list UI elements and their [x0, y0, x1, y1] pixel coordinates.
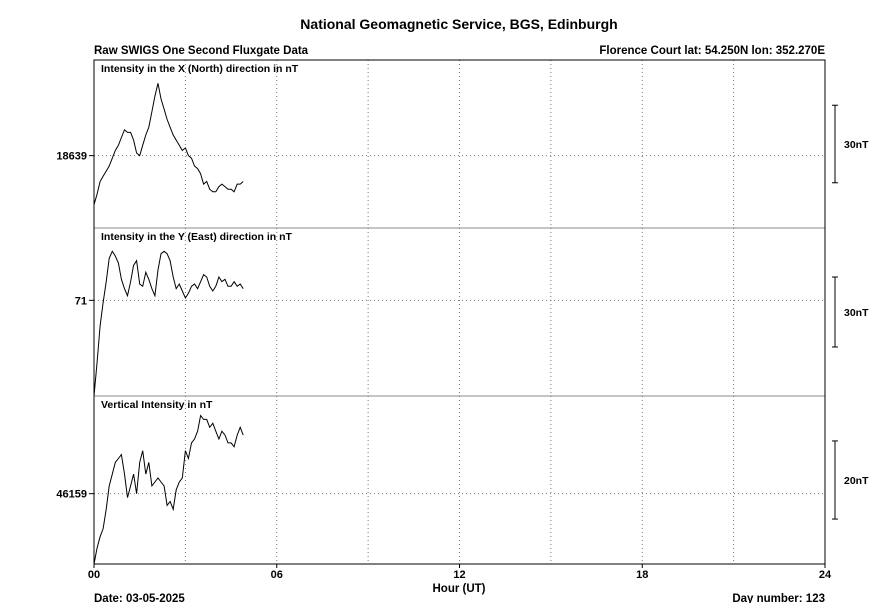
y-tick-label: 18639	[56, 151, 87, 163]
scale-bar-label: 20nT	[844, 475, 869, 487]
x-tick-label: 12	[453, 569, 465, 581]
scale-bar: 20nT	[832, 440, 869, 520]
data-source-label: Raw SWIGS One Second Fluxgate Data	[94, 45, 309, 57]
scale-bar-label: 30nT	[844, 307, 869, 319]
x-axis-label: Hour (UT)	[432, 583, 485, 595]
series-line	[93, 83, 244, 205]
chart-title: National Geomagnetic Service, BGS, Edinb…	[300, 16, 617, 32]
panel-2: 71 Intensity in the Y (East) direction in…	[75, 227, 869, 397]
day-number-label: Day number: 123	[732, 593, 825, 603]
scale-bar: 30nT	[832, 104, 869, 184]
x-axis: 00 06 12 18 24	[88, 564, 832, 581]
grid-lines	[184, 60, 735, 564]
station-label: Florence Court lat: 54.250N lon: 352.270…	[599, 45, 825, 57]
panel-3: 46159 Vertical Intensity in nT 20nT	[56, 395, 869, 565]
panel-title: Vertical Intensity in nT	[101, 399, 213, 411]
x-tick-label: 00	[88, 569, 100, 581]
y-tick-label: 71	[75, 295, 87, 307]
y-tick-label: 46159	[56, 489, 87, 501]
x-tick-label: 06	[271, 569, 283, 581]
panel-1: 18639 Intensity in the X (North) directio…	[56, 63, 869, 205]
scale-bar-label: 30nT	[844, 139, 869, 151]
panel-title: Intensity in the Y (East) direction in n…	[101, 231, 293, 243]
x-tick-label: 24	[819, 569, 832, 581]
panels: 18639 Intensity in the X (North) directio…	[56, 63, 869, 565]
panel-title: Intensity in the X (North) direction in …	[101, 63, 299, 75]
series-line	[93, 414, 244, 565]
scale-bar: 30nT	[832, 276, 869, 348]
series-line	[93, 250, 244, 397]
date-label: Date: 03-05-2025	[94, 593, 185, 603]
x-tick-label: 18	[636, 569, 648, 581]
